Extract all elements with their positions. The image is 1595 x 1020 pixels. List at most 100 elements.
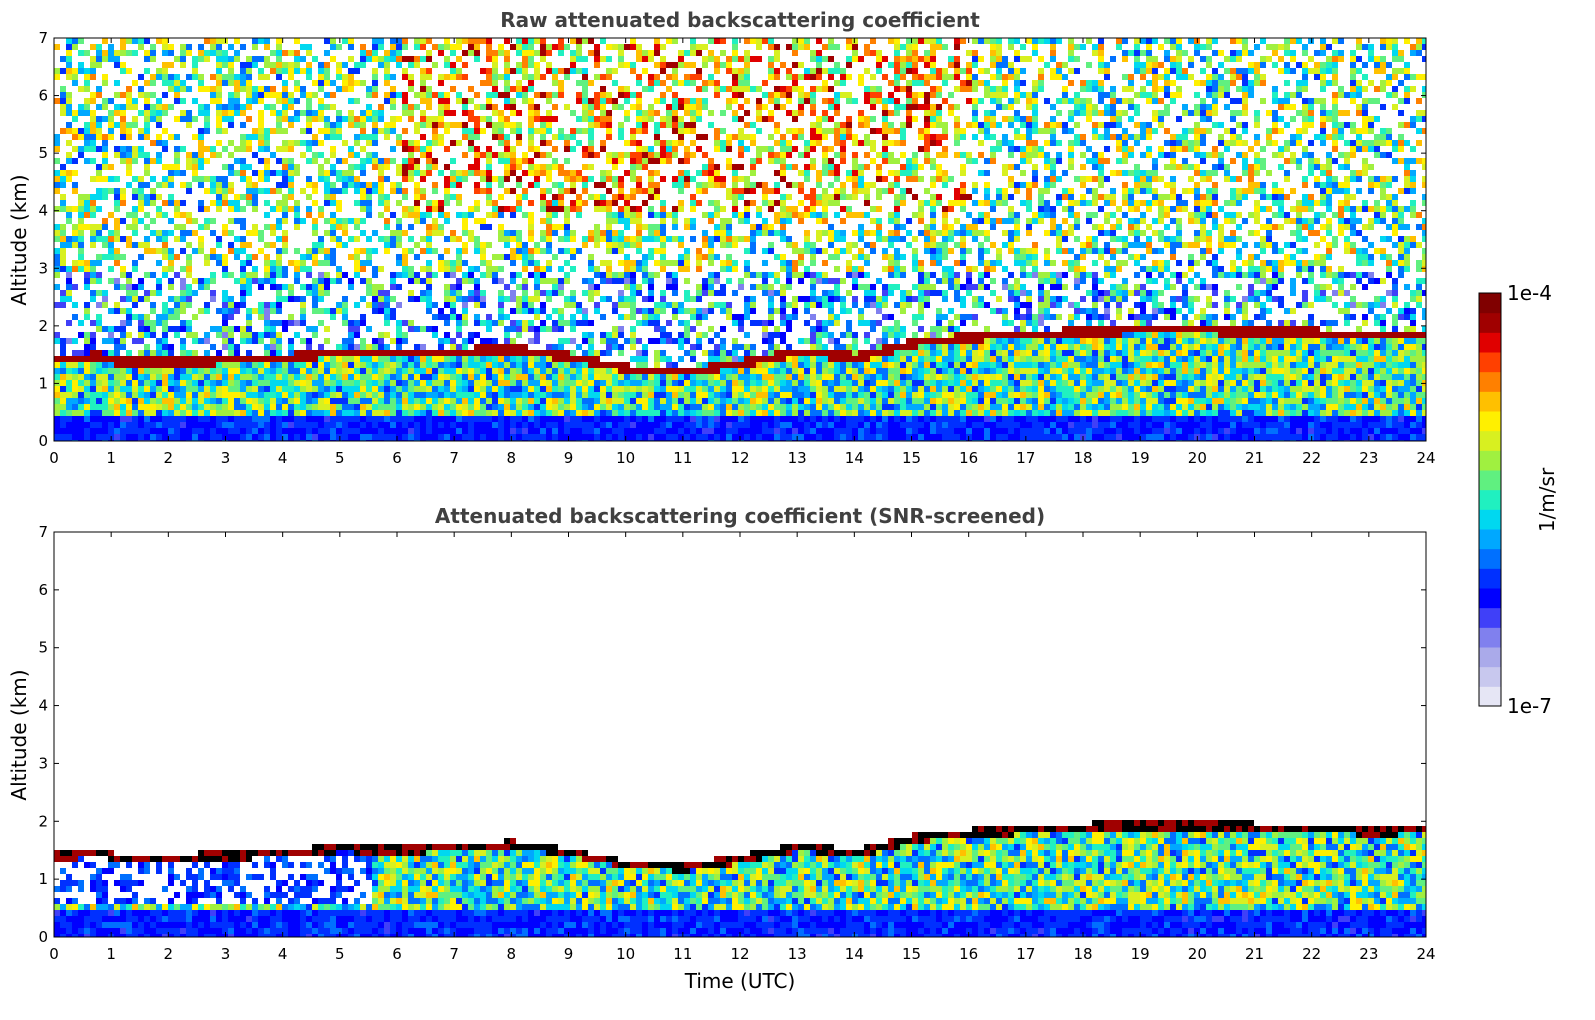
heatmap-cell	[300, 152, 306, 158]
heatmap-cell	[264, 422, 270, 428]
heatmap-cell	[588, 152, 594, 158]
heatmap-cell	[702, 290, 708, 296]
heatmap-cell	[312, 326, 318, 332]
heatmap-cell	[312, 230, 318, 236]
heatmap-cell	[312, 290, 318, 296]
heatmap-cell	[654, 98, 660, 104]
heatmap-cell	[210, 392, 216, 398]
heatmap-cell	[192, 152, 198, 158]
heatmap-cell	[156, 68, 162, 74]
heatmap-cell	[600, 314, 606, 320]
heatmap-cell	[270, 86, 276, 92]
heatmap-cell	[612, 248, 618, 254]
heatmap-cell	[582, 128, 588, 134]
heatmap-cell	[654, 398, 660, 404]
heatmap-cell	[582, 380, 588, 386]
heatmap-cell	[366, 326, 372, 332]
heatmap-cell	[684, 74, 690, 80]
heatmap-cell	[564, 302, 570, 308]
heatmap-cell	[330, 386, 336, 392]
heatmap-cell	[600, 428, 606, 434]
heatmap-cell	[402, 380, 408, 386]
heatmap-cell	[516, 302, 522, 308]
heatmap-cell	[714, 398, 720, 404]
heatmap-cell	[480, 374, 486, 380]
heatmap-cell	[690, 374, 696, 380]
heatmap-cell	[642, 272, 648, 278]
heatmap-cell	[468, 50, 474, 56]
heatmap-cell	[468, 146, 474, 152]
heatmap-cell	[174, 368, 180, 374]
heatmap-cell	[684, 248, 690, 254]
heatmap-cell	[276, 428, 282, 434]
heatmap-cell	[264, 374, 270, 380]
heatmap-cell	[678, 236, 684, 242]
heatmap-cell	[222, 374, 228, 380]
heatmap-cell	[624, 302, 630, 308]
heatmap-cell	[78, 254, 84, 260]
heatmap-cell	[504, 164, 510, 170]
heatmap-cell	[498, 224, 504, 230]
heatmap-cell	[624, 116, 630, 122]
heatmap-cell	[318, 290, 324, 296]
heatmap-cell	[678, 338, 684, 344]
heatmap-cell	[516, 206, 522, 212]
heatmap-cell	[702, 242, 708, 248]
heatmap-cell	[240, 410, 246, 416]
heatmap-cell	[150, 416, 156, 422]
heatmap-cell	[672, 404, 678, 410]
heatmap-cell	[222, 422, 228, 428]
heatmap-cell	[438, 338, 444, 344]
heatmap-cell	[516, 158, 522, 164]
heatmap-cell	[702, 104, 708, 110]
heatmap-cell	[636, 320, 642, 326]
heatmap-cell	[558, 80, 564, 86]
heatmap-cell	[594, 416, 600, 422]
heatmap-cell	[198, 134, 204, 140]
heatmap-cell	[534, 404, 540, 410]
heatmap-cell	[666, 386, 672, 392]
heatmap-cell	[162, 254, 168, 260]
heatmap-cell	[96, 260, 102, 266]
heatmap-cell	[114, 152, 120, 158]
heatmap-cell	[570, 314, 576, 320]
heatmap-cell	[630, 218, 636, 224]
heatmap-cell	[552, 374, 558, 380]
heatmap-cell	[114, 428, 120, 434]
heatmap-cell	[498, 410, 504, 416]
heatmap-cell	[534, 284, 540, 290]
heatmap-cell	[270, 110, 276, 116]
heatmap-cell	[684, 290, 690, 296]
heatmap-cell	[396, 254, 402, 260]
heatmap-cell	[414, 146, 420, 152]
heatmap-cell	[648, 86, 654, 92]
heatmap-cell	[672, 386, 678, 392]
heatmap-cell	[120, 92, 126, 98]
heatmap-cell	[390, 422, 396, 428]
heatmap-cell	[318, 272, 324, 278]
heatmap-cell	[600, 368, 606, 374]
heatmap-cell	[126, 164, 132, 170]
heatmap-cell	[150, 92, 156, 98]
heatmap-cell	[354, 404, 360, 410]
heatmap-cell	[192, 164, 198, 170]
heatmap-cell	[558, 380, 564, 386]
heatmap-cell	[492, 392, 498, 398]
heatmap-cell	[522, 86, 528, 92]
heatmap-cell	[564, 380, 570, 386]
heatmap-cell	[570, 62, 576, 68]
heatmap-cell	[144, 236, 150, 242]
heatmap-cell	[324, 38, 330, 44]
heatmap-cell	[258, 356, 264, 362]
heatmap-cell	[60, 164, 66, 170]
heatmap-cell	[342, 74, 348, 80]
heatmap-cell	[648, 116, 654, 122]
heatmap-cell	[246, 398, 252, 404]
heatmap-cell	[564, 416, 570, 422]
heatmap-cell	[558, 164, 564, 170]
heatmap-cell	[132, 176, 138, 182]
heatmap-cell	[396, 374, 402, 380]
heatmap-cell	[666, 86, 672, 92]
heatmap-cell	[348, 68, 354, 74]
heatmap-cell	[570, 188, 576, 194]
